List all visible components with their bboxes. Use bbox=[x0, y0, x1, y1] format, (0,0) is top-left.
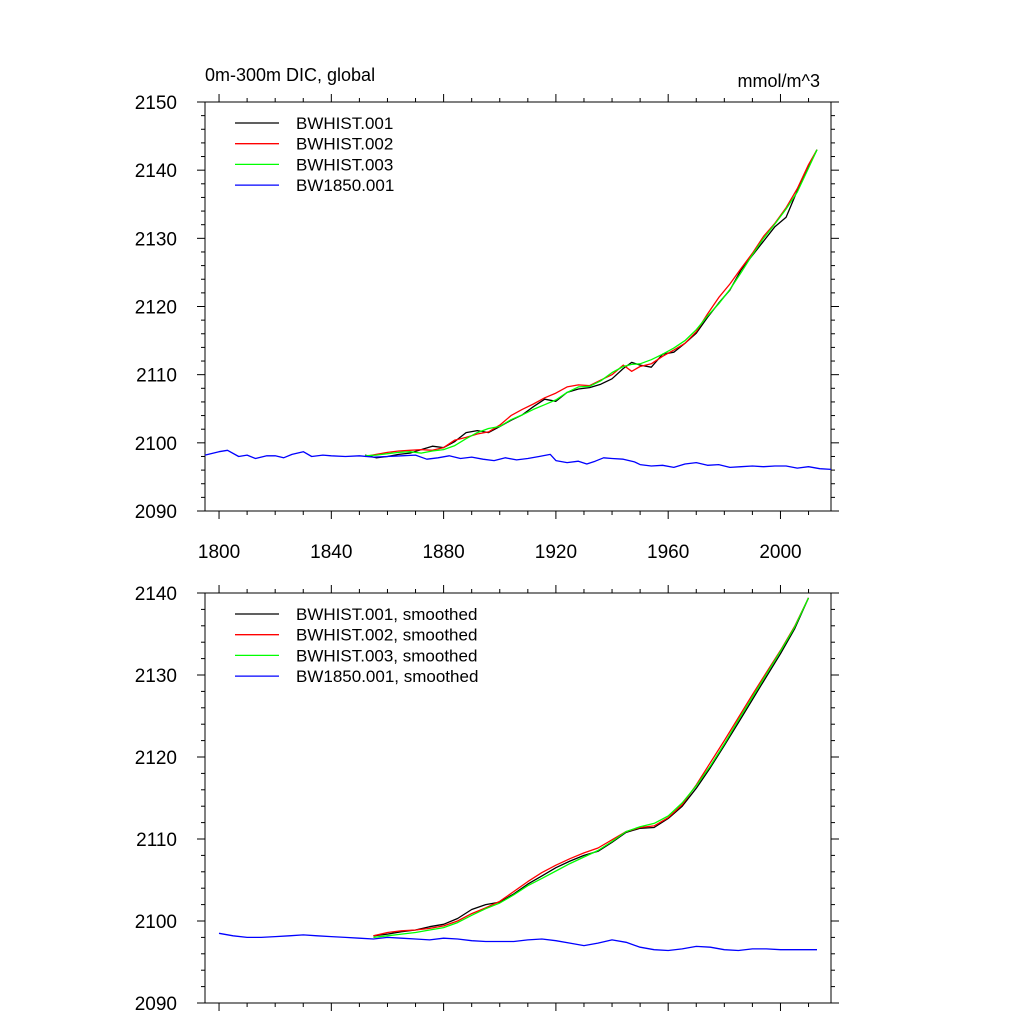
legend-label: BWHIST.003, smoothed bbox=[296, 646, 477, 665]
y-tick-label: 2100 bbox=[135, 434, 177, 455]
series-line-bwhist-002-smoothed bbox=[373, 597, 810, 937]
x-tick-label: 1840 bbox=[310, 542, 352, 563]
x-tick-label: 1960 bbox=[647, 542, 689, 563]
y-tick-label: 2090 bbox=[135, 994, 177, 1015]
legend-label: BWHIST.001, smoothed bbox=[296, 605, 477, 624]
series-line-bwhist-003 bbox=[364, 149, 818, 457]
legend-label: BW1850.001 bbox=[296, 176, 394, 195]
series-line-bwhist-003-smoothed bbox=[373, 597, 810, 939]
y-tick-label: 2130 bbox=[135, 666, 177, 687]
plot-frame bbox=[204, 592, 832, 1004]
series-line-bwhist-002 bbox=[364, 149, 818, 458]
y-tick-label: 2110 bbox=[136, 830, 177, 851]
y-tick-label: 2110 bbox=[136, 366, 177, 387]
y-tick-label: 2140 bbox=[135, 161, 177, 182]
legend-label: BWHIST.002 bbox=[296, 135, 393, 154]
legend-label: BWHIST.002, smoothed bbox=[296, 626, 477, 645]
y-tick-label: 2130 bbox=[135, 229, 177, 250]
y-tick-label: 2150 bbox=[135, 93, 177, 114]
y-tick-label: 2090 bbox=[135, 502, 177, 523]
x-tick-label: 1920 bbox=[535, 542, 577, 563]
legend-label: BWHIST.003 bbox=[296, 155, 393, 174]
series-line-bw1850-001-smoothed bbox=[218, 932, 817, 952]
lower-panel: 2090 2100 2110 2120 2130 2140 BWHIST.001, smoo… bbox=[135, 584, 839, 1015]
chart-units: mmol/m^3 bbox=[738, 71, 820, 91]
legend-label: BWHIST.001 bbox=[296, 114, 393, 133]
y-tick-label: 2100 bbox=[135, 912, 177, 933]
y-tick-label: 2120 bbox=[135, 298, 177, 319]
series-line-bwhist-001 bbox=[364, 149, 818, 459]
series-line-bw1850-001 bbox=[204, 449, 832, 471]
upper-panel: 2090 2100 2110 2120 2130 2140 2150 1800 1840 1880… bbox=[135, 65, 839, 563]
x-tick-label: 2000 bbox=[759, 542, 801, 563]
x-tick-label: 1800 bbox=[198, 542, 240, 563]
y-tick-label: 2140 bbox=[135, 584, 177, 605]
chart-title: 0m-300m DIC, global bbox=[205, 65, 375, 85]
y-tick-label: 2120 bbox=[135, 748, 177, 769]
legend-label: BW1850.001, smoothed bbox=[296, 667, 478, 686]
x-tick-label: 1880 bbox=[422, 542, 464, 563]
